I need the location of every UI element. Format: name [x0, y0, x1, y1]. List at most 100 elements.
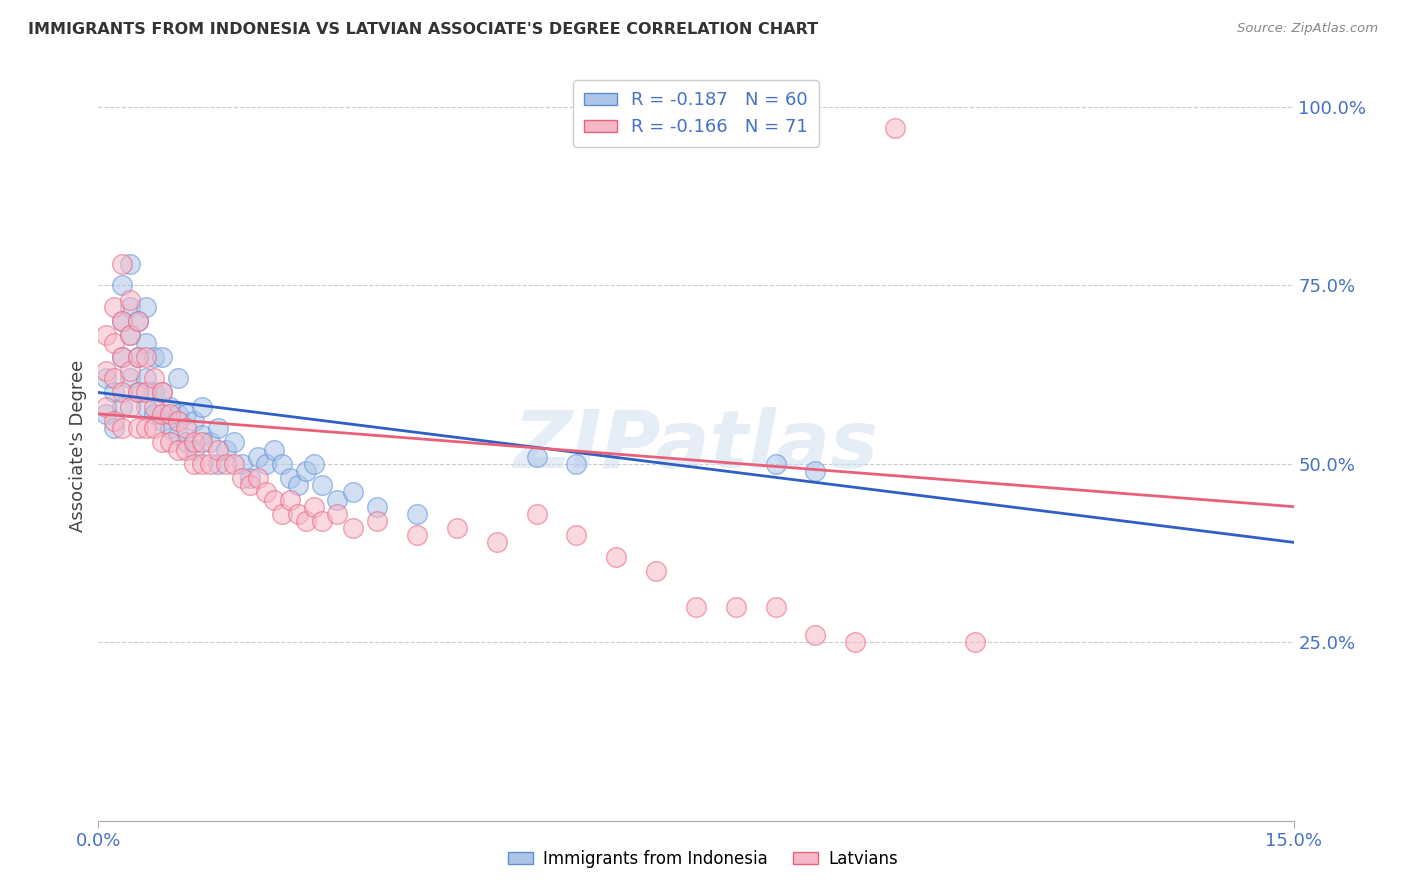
Point	[342, 521, 364, 535]
Point	[127, 350, 149, 364]
Point	[96, 407, 118, 421]
Y-axis label: Associate's Degree: Associate's Degree	[69, 359, 87, 533]
Point	[135, 400, 157, 414]
Point	[246, 471, 269, 485]
Point	[263, 492, 285, 507]
Point	[174, 442, 197, 457]
Point	[103, 371, 125, 385]
Point	[685, 599, 707, 614]
Point	[963, 635, 986, 649]
Point	[191, 435, 214, 450]
Point	[120, 328, 142, 343]
Point	[342, 485, 364, 500]
Point	[103, 421, 125, 435]
Point	[183, 457, 205, 471]
Point	[311, 478, 333, 492]
Point	[150, 385, 173, 400]
Point	[111, 421, 134, 435]
Point	[765, 457, 787, 471]
Point	[159, 407, 181, 421]
Point	[127, 350, 149, 364]
Point	[231, 471, 253, 485]
Point	[884, 121, 907, 136]
Point	[111, 278, 134, 293]
Point	[191, 428, 214, 442]
Point	[174, 435, 197, 450]
Text: IMMIGRANTS FROM INDONESIA VS LATVIAN ASSOCIATE'S DEGREE CORRELATION CHART: IMMIGRANTS FROM INDONESIA VS LATVIAN ASS…	[28, 22, 818, 37]
Point	[222, 457, 245, 471]
Point	[120, 400, 142, 414]
Point	[207, 442, 229, 457]
Point	[311, 514, 333, 528]
Point	[120, 364, 142, 378]
Point	[174, 421, 197, 435]
Point	[127, 385, 149, 400]
Point	[724, 599, 747, 614]
Point	[191, 400, 214, 414]
Point	[111, 314, 134, 328]
Point	[159, 400, 181, 414]
Point	[96, 371, 118, 385]
Point	[167, 371, 190, 385]
Point	[103, 414, 125, 428]
Point	[215, 442, 238, 457]
Point	[278, 492, 301, 507]
Point	[111, 350, 134, 364]
Point	[150, 385, 173, 400]
Point	[294, 514, 316, 528]
Point	[645, 564, 668, 578]
Point	[143, 385, 166, 400]
Point	[167, 414, 190, 428]
Point	[565, 528, 588, 542]
Point	[150, 435, 173, 450]
Point	[406, 507, 429, 521]
Point	[765, 599, 787, 614]
Point	[103, 385, 125, 400]
Point	[111, 314, 134, 328]
Point	[215, 457, 238, 471]
Point	[143, 371, 166, 385]
Point	[159, 421, 181, 435]
Point	[143, 407, 166, 421]
Text: ZIPatlas: ZIPatlas	[513, 407, 879, 485]
Point	[254, 485, 277, 500]
Point	[526, 507, 548, 521]
Point	[143, 350, 166, 364]
Legend: Immigrants from Indonesia, Latvians: Immigrants from Indonesia, Latvians	[502, 844, 904, 875]
Point	[167, 407, 190, 421]
Point	[565, 457, 588, 471]
Point	[135, 385, 157, 400]
Point	[150, 350, 173, 364]
Point	[198, 435, 221, 450]
Point	[278, 471, 301, 485]
Point	[127, 314, 149, 328]
Point	[143, 421, 166, 435]
Point	[127, 421, 149, 435]
Point	[366, 514, 388, 528]
Text: Source: ZipAtlas.com: Source: ZipAtlas.com	[1237, 22, 1378, 36]
Point	[804, 628, 827, 642]
Point	[150, 414, 173, 428]
Legend: R = -0.187   N = 60, R = -0.166   N = 71: R = -0.187 N = 60, R = -0.166 N = 71	[574, 80, 818, 147]
Point	[120, 328, 142, 343]
Point	[270, 507, 292, 521]
Point	[239, 478, 262, 492]
Point	[231, 457, 253, 471]
Point	[167, 442, 190, 457]
Point	[111, 257, 134, 271]
Point	[103, 335, 125, 350]
Point	[135, 350, 157, 364]
Point	[96, 400, 118, 414]
Point	[120, 371, 142, 385]
Point	[174, 407, 197, 421]
Point	[207, 457, 229, 471]
Point	[263, 442, 285, 457]
Point	[326, 507, 349, 521]
Point	[446, 521, 468, 535]
Point	[270, 457, 292, 471]
Point	[207, 421, 229, 435]
Point	[96, 328, 118, 343]
Point	[302, 457, 325, 471]
Point	[254, 457, 277, 471]
Point	[605, 549, 627, 564]
